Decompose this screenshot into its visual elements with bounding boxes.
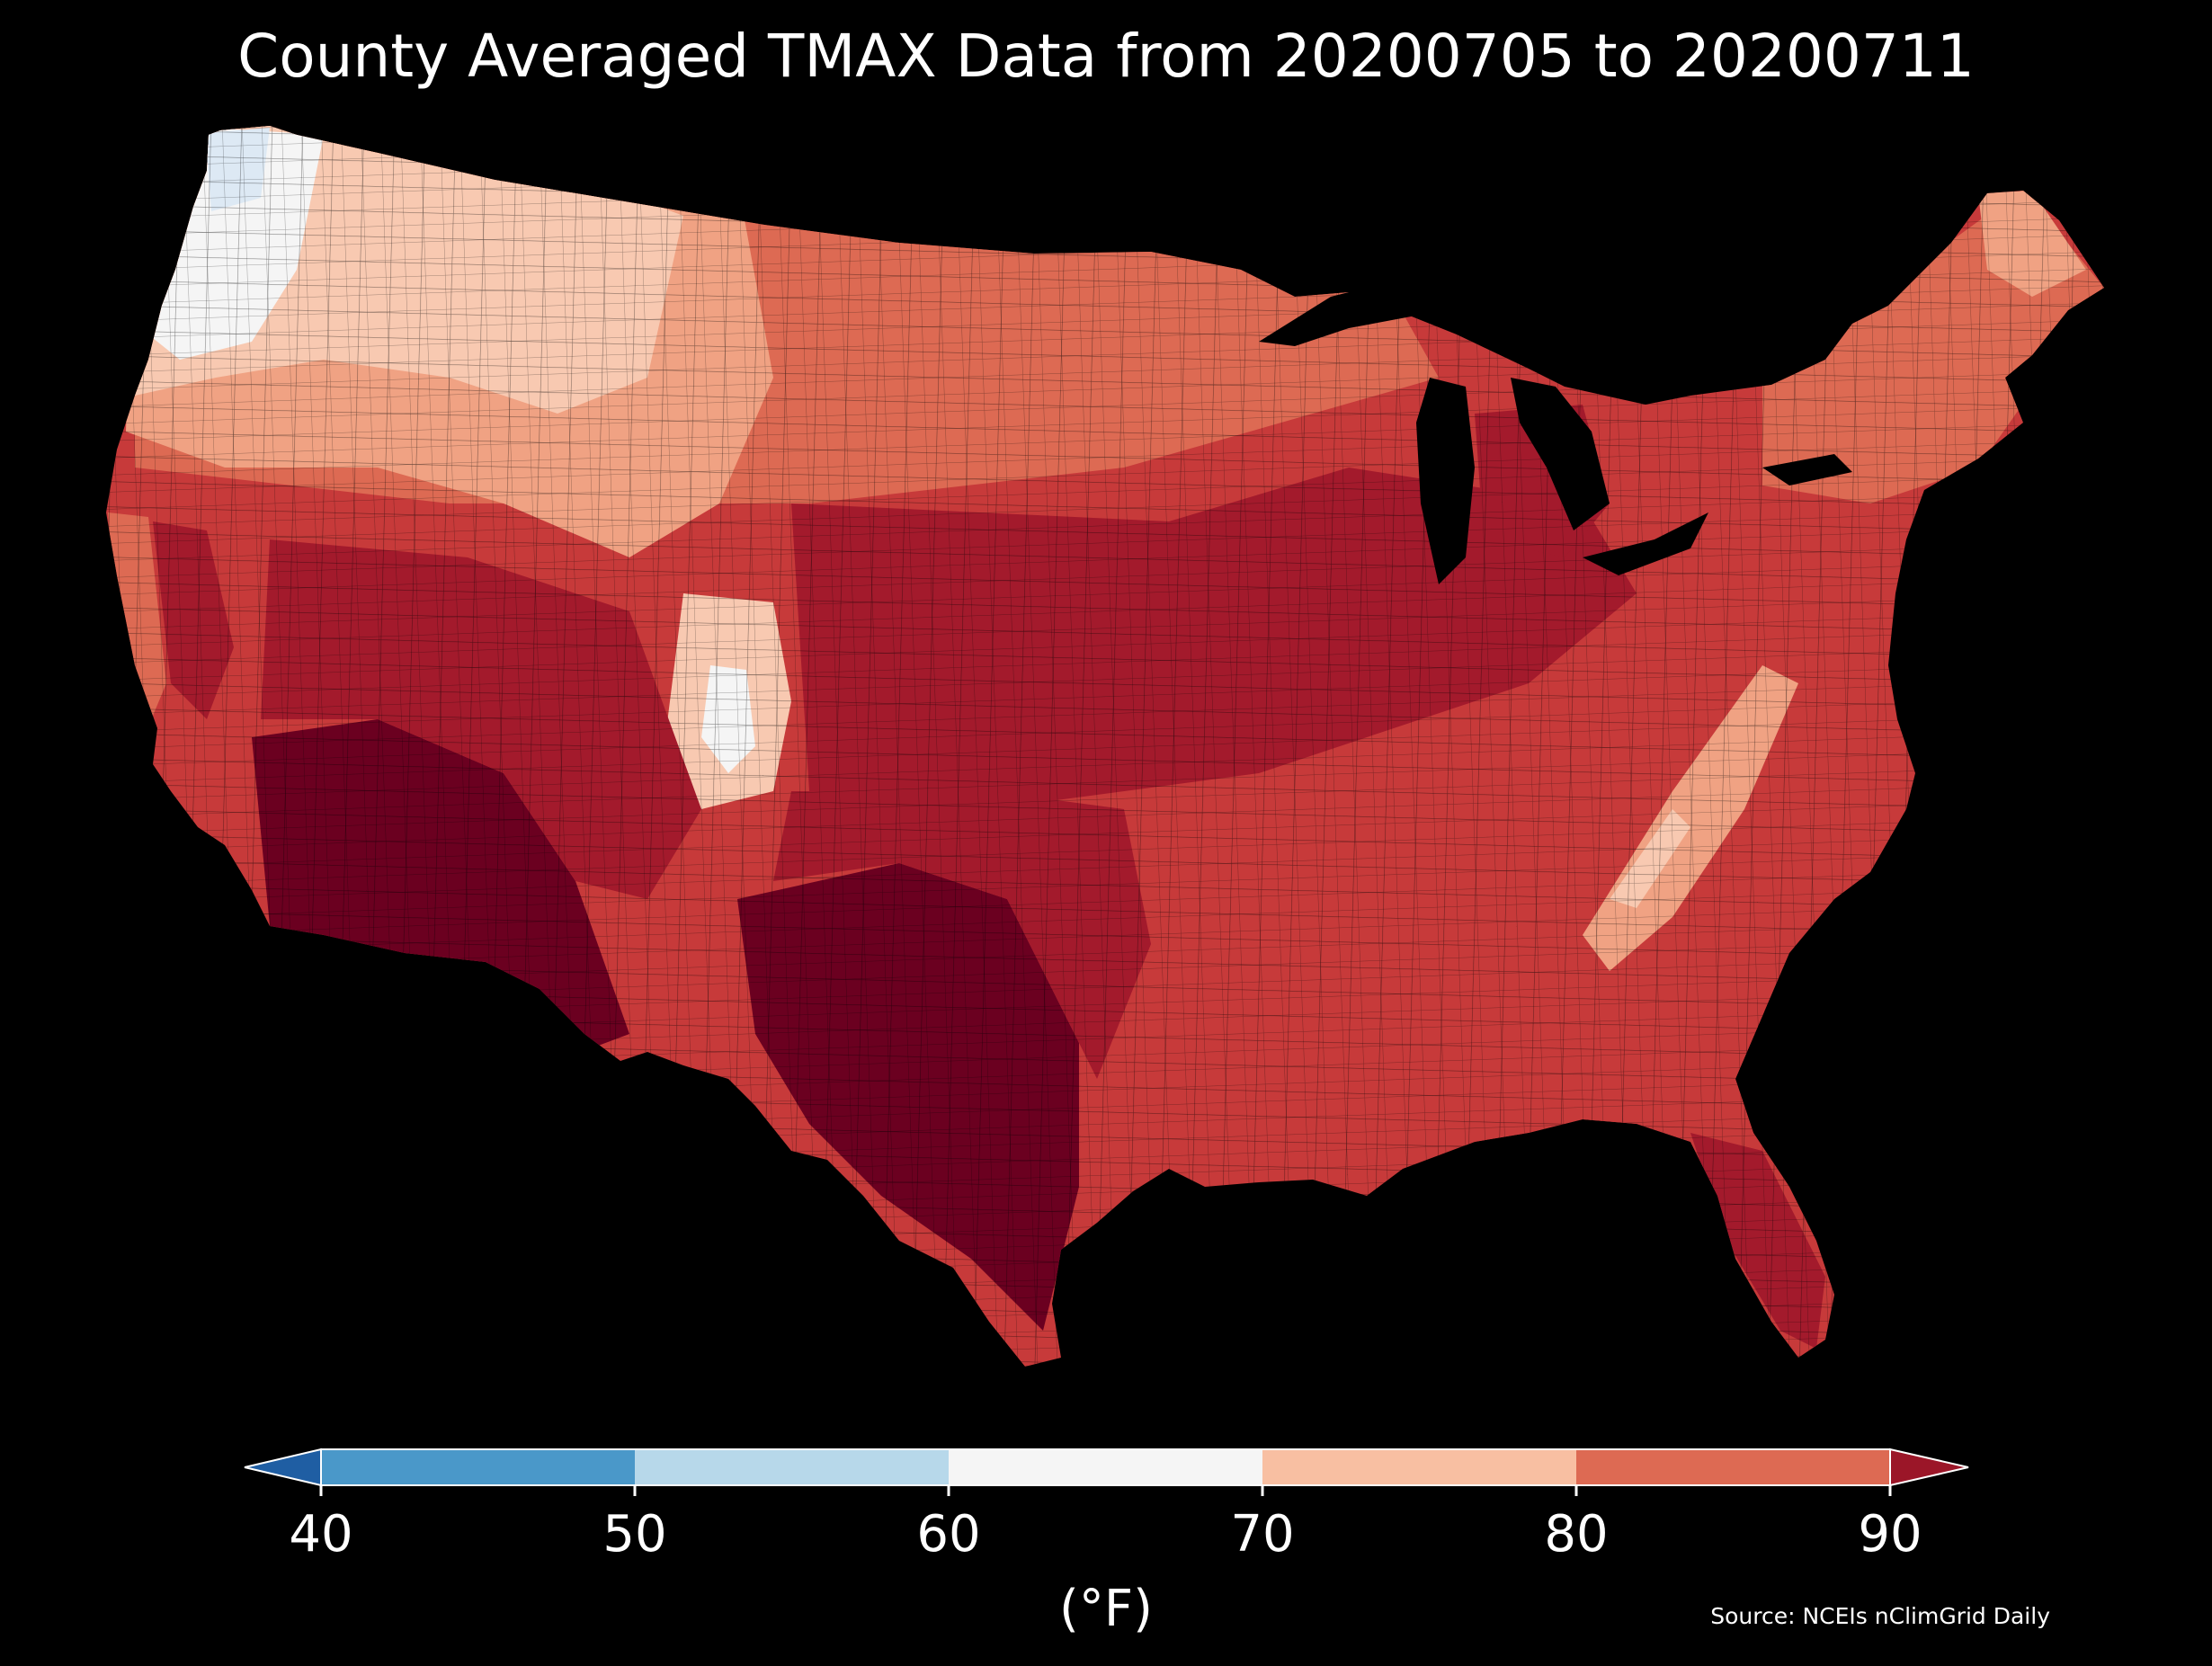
map-title: County Averaged TMAX Data from 20200705 … xyxy=(237,22,1975,91)
colorbar-unit-label: (°F) xyxy=(1059,1580,1153,1638)
source-note: Source: NCEIs nClimGrid Daily xyxy=(1710,1603,2050,1629)
colorbar xyxy=(244,1448,1969,1496)
colorbar-bin-80-90 xyxy=(1576,1449,1890,1485)
colorbar-tick-label-80: 80 xyxy=(1544,1505,1609,1564)
colorbar-extend-high xyxy=(1889,1448,1969,1487)
lake-superior xyxy=(1259,279,1457,346)
colorbar-tick-label-50: 50 xyxy=(602,1505,667,1564)
colorbar-tick-label-60: 60 xyxy=(916,1505,981,1564)
colorbar-bin-70-80 xyxy=(1262,1449,1576,1485)
lake-ontario xyxy=(1762,454,1852,486)
colorbar-frame xyxy=(320,1448,1891,1486)
colorbar-tick-label-90: 90 xyxy=(1858,1505,1922,1564)
lake-huron xyxy=(1511,378,1610,530)
lake-erie xyxy=(1583,512,1708,575)
colorbar-tick-label-70: 70 xyxy=(1230,1505,1295,1564)
colorbar-bin-50-60 xyxy=(635,1449,949,1485)
colorbar-bin-60-70 xyxy=(949,1449,1262,1485)
great-lakes xyxy=(1259,279,1852,584)
lake-michigan xyxy=(1416,378,1475,584)
colorbar-extend-low xyxy=(244,1448,322,1487)
colorbar-tick-label-40: 40 xyxy=(289,1505,353,1564)
colorbar-bin-40-50 xyxy=(321,1449,635,1485)
